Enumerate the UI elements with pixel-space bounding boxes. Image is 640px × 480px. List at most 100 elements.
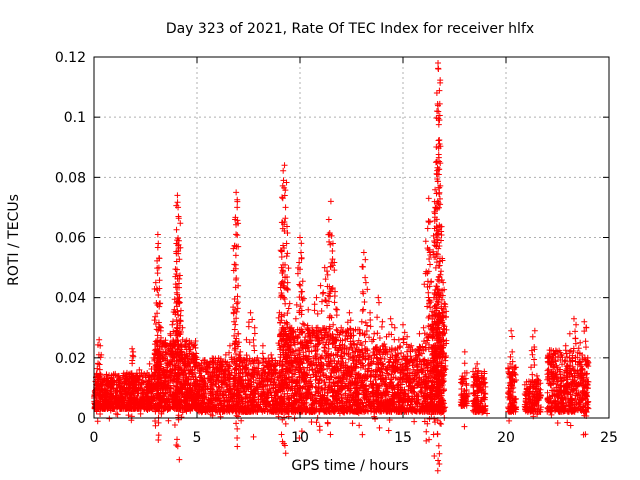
data-point (178, 342, 185, 349)
data-point (230, 390, 237, 397)
data-point (306, 361, 313, 368)
data-point (118, 388, 125, 395)
data-point (271, 392, 278, 399)
data-point (257, 381, 264, 388)
data-point (216, 392, 223, 399)
data-point (192, 352, 199, 359)
data-point (254, 354, 261, 361)
data-point (152, 338, 159, 345)
data-point (191, 342, 197, 349)
data-point (307, 374, 314, 381)
data-point (260, 388, 267, 395)
data-point (295, 350, 302, 357)
data-point (169, 378, 176, 385)
data-point (313, 332, 320, 339)
data-point (140, 402, 147, 409)
data-point (131, 392, 138, 399)
data-point (141, 405, 148, 412)
data-point (200, 357, 207, 364)
data-point (291, 352, 298, 359)
data-point (208, 373, 215, 380)
data-point (204, 407, 211, 414)
data-point (170, 354, 177, 361)
data-point (185, 344, 192, 351)
data-point (222, 397, 229, 404)
data-point (259, 359, 266, 366)
data-point (300, 376, 307, 383)
data-point (148, 390, 155, 397)
data-point (207, 389, 214, 396)
data-point (222, 367, 229, 374)
data-point (186, 350, 193, 357)
data-point (189, 351, 196, 358)
data-point (312, 392, 319, 399)
data-point (244, 383, 251, 390)
data-point (266, 369, 273, 376)
data-point (333, 326, 340, 333)
data-point (188, 356, 195, 363)
data-point (192, 337, 199, 344)
data-point (156, 404, 163, 411)
data-point (320, 366, 327, 373)
data-point (116, 391, 123, 398)
data-point (186, 360, 193, 367)
data-point (317, 373, 324, 380)
data-point (193, 354, 200, 361)
data-point (193, 359, 200, 366)
data-points (91, 60, 592, 474)
data-point (578, 366, 585, 373)
data-point (179, 390, 186, 397)
data-point (94, 372, 101, 379)
data-point (108, 381, 115, 388)
data-point (330, 378, 337, 385)
data-point (177, 405, 184, 412)
data-point (262, 405, 269, 412)
data-point (139, 377, 146, 384)
data-point (277, 387, 284, 394)
data-point (292, 406, 299, 413)
data-point (122, 387, 129, 394)
data-point (354, 341, 361, 348)
data-point (108, 374, 115, 381)
data-point (265, 359, 272, 366)
data-point (228, 406, 235, 413)
data-point (320, 379, 327, 386)
data-point (256, 381, 263, 388)
data-point (272, 392, 279, 399)
data-point (194, 381, 201, 388)
data-point (94, 418, 101, 425)
data-point (129, 399, 136, 406)
data-point (253, 402, 260, 409)
data-point (265, 376, 272, 383)
data-point (229, 408, 236, 415)
data-point (268, 408, 275, 415)
data-point (194, 365, 201, 372)
data-point (181, 367, 188, 374)
data-point (96, 336, 103, 343)
data-point (262, 369, 269, 376)
data-point (220, 378, 227, 385)
data-point (125, 398, 132, 405)
data-point (257, 401, 264, 408)
data-point (194, 404, 201, 411)
data-point (349, 368, 356, 375)
data-point (161, 339, 168, 346)
data-point (288, 368, 295, 375)
data-point (233, 395, 240, 402)
data-point (324, 361, 331, 368)
data-point (221, 366, 228, 373)
data-point (217, 400, 224, 407)
data-point (105, 379, 112, 386)
data-point (356, 326, 363, 333)
data-point (269, 371, 276, 378)
data-point (280, 325, 287, 332)
data-point (244, 355, 251, 362)
data-point (322, 356, 329, 363)
data-point (247, 383, 254, 390)
data-point (179, 336, 186, 343)
data-point (165, 396, 172, 403)
data-point (315, 388, 322, 395)
data-point (215, 355, 222, 362)
data-point (349, 357, 356, 364)
